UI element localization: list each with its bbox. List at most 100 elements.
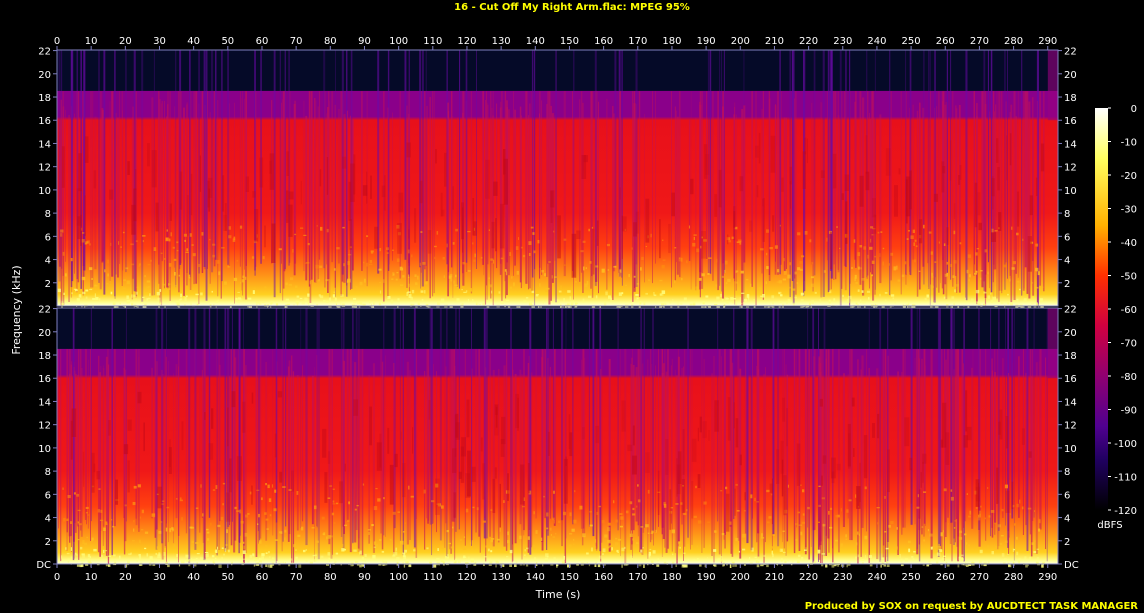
x-tick-bottom-label: 250	[902, 572, 921, 583]
y-tick-left-label: 18	[38, 351, 51, 362]
y-tick-left-label: 20	[38, 328, 51, 339]
colorbar: 0 -10 -20 -30 -40 -50 -60 -70 -80 -90 -100 -110 -120	[1095, 104, 1137, 517]
x-tick-bottom-label: 170	[628, 572, 647, 583]
channel-1-frame	[56, 49, 1059, 307]
x-tick-bottom-label: 0	[54, 572, 60, 583]
y-ticks-right: 2 4 6 8 10 12 14 16 18 20 22 DC 2 4 6 8 10 12 14 16 18 20 22	[1058, 47, 1079, 571]
x-tick-bottom-label: 80	[324, 572, 337, 583]
y-tick-right-label: 18	[1064, 351, 1077, 362]
x-tick-bottom-label: 10	[85, 572, 98, 583]
colorbar-tick-label: -10	[1121, 138, 1137, 149]
y-tick-right-label: 8	[1064, 209, 1070, 220]
x-tick-top-label: 290	[1038, 36, 1057, 47]
x-tick-bottom-label: 40	[187, 572, 200, 583]
y-tick-left-label: 2	[45, 537, 51, 548]
x-tick-bottom-label: 20	[119, 572, 132, 583]
y-tick-left-label: 16	[38, 374, 51, 385]
colorbar-tick-label: -20	[1121, 171, 1137, 182]
y-tick-right-label: 10	[1064, 186, 1077, 197]
x-tick-bottom-label: 220	[799, 572, 818, 583]
colorbar-gradient	[1095, 108, 1108, 510]
y-tick-right-label: 18	[1064, 93, 1077, 104]
x-tick-top-label: 120	[457, 36, 476, 47]
y-tick-right-label: 10	[1064, 444, 1077, 455]
channel-1-mid-band-variation	[61, 132, 1045, 278]
x-tick-top-label: 10	[85, 36, 98, 47]
x-tick-top-label: 60	[256, 36, 269, 47]
x-tick-bottom-label: 130	[492, 572, 511, 583]
x-tick-top-label: 90	[358, 36, 371, 47]
y-tick-left-label: 8	[45, 467, 51, 478]
x-tick-top-label: 0	[54, 36, 60, 47]
colorbar-label: dBFS	[1097, 520, 1122, 531]
channel-2-frame	[56, 307, 1059, 565]
y-tick-right-label: DC	[1064, 560, 1079, 571]
chart-title: 16 - Cut Off My Right Arm.flac: MPEG 95%	[454, 2, 690, 13]
colorbar-tick-label: -120	[1114, 506, 1137, 517]
y-tick-left-label: 12	[38, 421, 51, 432]
y-tick-left-label: 14	[38, 397, 51, 408]
colorbar-tick-label: -80	[1121, 372, 1137, 383]
x-tick-bottom-label: 30	[153, 572, 166, 583]
y-tick-left-label: 10	[38, 186, 51, 197]
y-tick-right-label: 20	[1064, 70, 1077, 81]
x-tick-bottom-label: 120	[457, 572, 476, 583]
y-tick-left-label: 12	[38, 163, 51, 174]
x-tick-bottom-label: 160	[594, 572, 613, 583]
x-tick-top-label: 30	[153, 36, 166, 47]
x-tick-top-label: 250	[902, 36, 921, 47]
colorbar-tick-label: -110	[1114, 473, 1137, 484]
y-tick-right-label: 16	[1064, 116, 1077, 127]
x-tick-top-label: 270	[970, 36, 989, 47]
y-tick-left-label: 22	[38, 47, 51, 58]
y-tick-left-label: 20	[38, 70, 51, 81]
colorbar-tick-label: -60	[1121, 305, 1137, 316]
x-tick-top-label: 280	[1004, 36, 1023, 47]
x-tick-bottom-label: 140	[526, 572, 545, 583]
channel-1-spectrum-field	[57, 50, 1058, 306]
y-tick-left-label: 6	[45, 232, 51, 243]
x-tick-top-label: 110	[423, 36, 442, 47]
x-tick-top-label: 240	[867, 36, 886, 47]
x-tick-top-label: 130	[492, 36, 511, 47]
x-tick-bottom-label: 280	[1004, 572, 1023, 583]
y-tick-right-label: 2	[1064, 537, 1070, 548]
x-tick-bottom-label: 90	[358, 572, 371, 583]
y-tick-left-label: 22	[38, 305, 51, 316]
x-tick-top-label: 70	[290, 36, 303, 47]
x-tick-bottom-label: 110	[423, 572, 442, 583]
y-tick-right-label: 4	[1064, 514, 1070, 525]
x-ticks-top: 0 10 20 30 40 50 60 70 80 90 100 110 120 130 140 150 160…	[54, 36, 1057, 50]
y-tick-right-label: 6	[1064, 490, 1070, 501]
x-tick-top-label: 160	[594, 36, 613, 47]
y-tick-left-label: DC	[36, 560, 51, 571]
x-tick-top-label: 260	[936, 36, 955, 47]
channel-2-transient-streaks	[57, 308, 1048, 564]
x-tick-bottom-label: 150	[560, 572, 579, 583]
y-tick-left-label: 18	[38, 93, 51, 104]
x-tick-bottom-label: 290	[1038, 572, 1057, 583]
y-tick-left-label: 10	[38, 444, 51, 455]
x-tick-bottom-label: 70	[290, 572, 303, 583]
y-tick-right-label: 16	[1064, 374, 1077, 385]
colorbar-tick-label: -70	[1121, 339, 1137, 350]
colorbar-tick-label: -40	[1121, 238, 1137, 249]
y-tick-right-label: 12	[1064, 421, 1077, 432]
x-tick-top-label: 200	[731, 36, 750, 47]
y-tick-left-label: 14	[38, 139, 51, 150]
y-tick-right-label: 14	[1064, 139, 1077, 150]
x-tick-bottom-label: 180	[662, 572, 681, 583]
y-tick-left-label: 6	[45, 490, 51, 501]
y-tick-right-label: 4	[1064, 256, 1070, 267]
x-tick-top-label: 180	[662, 36, 681, 47]
x-tick-top-label: 50	[221, 36, 234, 47]
x-tick-top-label: 20	[119, 36, 132, 47]
x-tick-top-label: 40	[187, 36, 200, 47]
x-tick-bottom-label: 190	[697, 572, 716, 583]
channel-1-plot	[56, 49, 1059, 310]
y-tick-right-label: 22	[1064, 47, 1077, 58]
x-tick-top-label: 210	[765, 36, 784, 47]
y-tick-right-label: 14	[1064, 397, 1077, 408]
y-axis-label: Frequency (kHz)	[10, 265, 23, 354]
x-tick-bottom-label: 200	[731, 572, 750, 583]
